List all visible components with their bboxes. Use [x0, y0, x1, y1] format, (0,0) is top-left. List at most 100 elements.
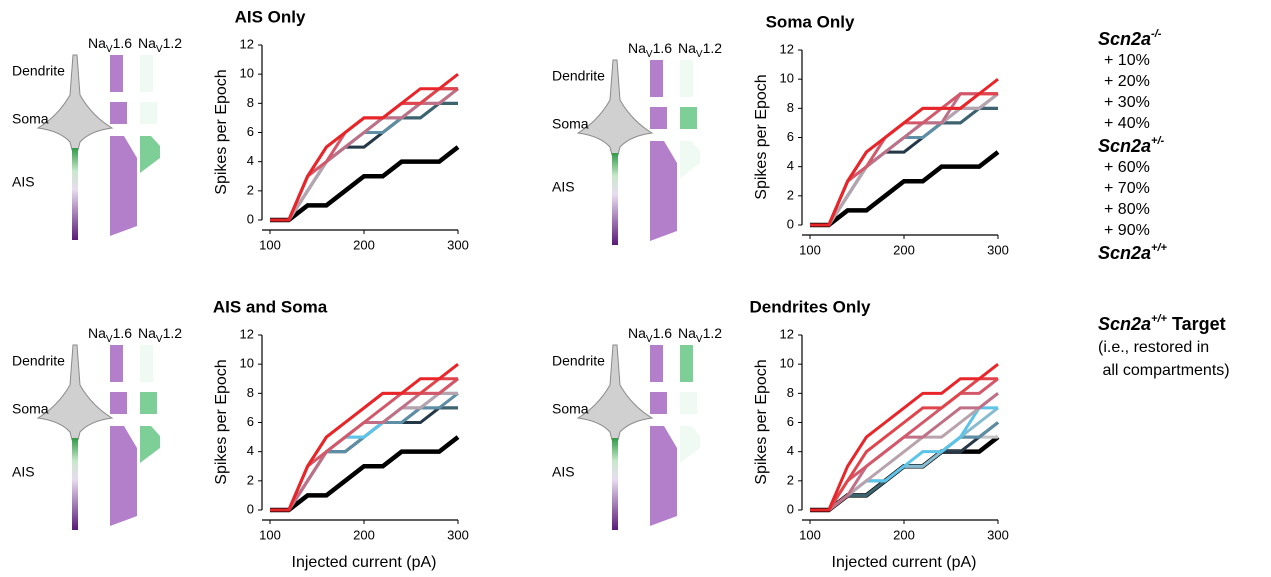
legend-entry: + 90% — [1104, 222, 1150, 239]
y-tick-label: 0 — [787, 216, 794, 231]
legend-entry: + 20% — [1104, 73, 1150, 90]
y-tick-label: 4 — [247, 153, 254, 168]
channel-num: 1.2 — [703, 40, 723, 56]
legend-entry: + 70% — [1104, 180, 1150, 197]
y-tick-label: 0 — [787, 501, 794, 516]
y-tick-label: 6 — [787, 414, 794, 429]
compartment-label: AIS — [552, 179, 575, 195]
legend-note: (i.e., restored in — [1098, 339, 1209, 356]
y-tick-label: 2 — [247, 472, 254, 487]
series-line — [270, 362, 459, 512]
channel-label: NaV1.6 — [88, 325, 132, 345]
series-line — [810, 377, 998, 512]
channel-num: 1.6 — [653, 325, 673, 341]
y-axis-label: Spikes per Epoch — [213, 359, 230, 484]
y-tick-label: 12 — [240, 326, 254, 341]
x-tick-label: 200 — [893, 527, 915, 542]
compartment-label: Soma — [552, 116, 589, 132]
y-tick-label: 10 — [780, 356, 794, 371]
legend-name: Scn2a — [1098, 243, 1151, 263]
channel-label: NaV1.2 — [138, 35, 182, 55]
channel-name: Na — [678, 40, 696, 56]
y-tick-label: 12 — [780, 326, 794, 341]
x-tick-label: 100 — [799, 242, 821, 257]
compartment-label: Soma — [12, 401, 49, 417]
channel-label: NaV1.6 — [628, 40, 672, 60]
channel-label: NaV1.6 — [628, 325, 672, 345]
nav12-block — [140, 55, 153, 92]
compartment-label: Soma — [12, 111, 49, 127]
y-tick-label: 0 — [247, 501, 254, 516]
channel-sub: V — [646, 334, 653, 345]
channel-name: Na — [88, 35, 106, 51]
legend-heading: Scn2a-/- — [1098, 28, 1162, 49]
x-tick-label: 300 — [447, 527, 469, 542]
nav12-block — [140, 392, 157, 414]
legend-name: Scn2a — [1098, 314, 1151, 334]
legend-sup: +/+ — [1151, 242, 1167, 254]
neuron-diagram — [577, 344, 653, 531]
x-axis-label: Injected current (pA) — [292, 554, 437, 571]
channel-num: 1.2 — [163, 325, 183, 341]
channel-label: NaV1.2 — [678, 325, 722, 345]
channel-sub: V — [106, 334, 113, 345]
nav12-block — [680, 345, 693, 382]
legend-sup: +/+ — [1151, 313, 1167, 325]
channel-name: Na — [138, 35, 156, 51]
nav12-block — [140, 136, 160, 173]
channel-name: Na — [678, 325, 696, 341]
y-tick-label: 12 — [240, 36, 254, 51]
panel-title: Soma Only — [766, 12, 855, 31]
y-tick-label: 10 — [240, 66, 254, 81]
nav16-blocks — [110, 345, 137, 526]
nav12-block — [140, 102, 157, 124]
channel-num: 1.6 — [113, 325, 133, 341]
channel-sub: V — [646, 49, 653, 60]
compartment-label: AIS — [552, 464, 575, 480]
y-tick-label: 6 — [247, 414, 254, 429]
channel-name: Na — [88, 325, 106, 341]
panel-title: AIS Only — [235, 7, 306, 26]
y-tick-label: 10 — [780, 71, 794, 86]
y-tick-label: 8 — [787, 100, 794, 115]
channel-num: 1.6 — [653, 40, 673, 56]
compartment-label: Dendrite — [552, 68, 605, 84]
nav12-block — [680, 392, 697, 414]
y-tick-label: 8 — [787, 385, 794, 400]
compartment-label: Soma — [552, 401, 589, 417]
y-tick-label: 4 — [787, 158, 794, 173]
channel-sub: V — [156, 44, 163, 55]
legend-target: Scn2a+/+ Target — [1098, 313, 1226, 334]
x-tick-label: 300 — [987, 242, 1009, 257]
channel-num: 1.6 — [113, 35, 133, 51]
channel-label: NaV1.2 — [138, 325, 182, 345]
x-tick-label: 100 — [259, 527, 281, 542]
legend-name: Scn2a — [1098, 136, 1151, 156]
channel-name: Na — [628, 325, 646, 341]
channel-sub: V — [696, 334, 703, 345]
legend: Scn2a-/-+ 10%+ 20%+ 30%+ 40%Scn2a+/-+ 60… — [1098, 28, 1230, 379]
channel-name: Na — [628, 40, 646, 56]
channel-label: NaV1.2 — [678, 40, 722, 60]
nav16-blocks — [650, 345, 677, 526]
y-tick-label: 4 — [787, 443, 794, 458]
x-axis-label: Injected current (pA) — [832, 554, 977, 571]
nav16-blocks — [110, 55, 137, 236]
nav12-block — [680, 426, 700, 463]
y-tick-label: 0 — [247, 211, 254, 226]
channel-name: Na — [138, 325, 156, 341]
series-line — [270, 435, 460, 513]
nav12-block — [140, 426, 160, 463]
x-tick-label: 200 — [353, 527, 375, 542]
legend-heading: Scn2a+/- — [1098, 135, 1165, 156]
legend-note: all compartments) — [1098, 362, 1230, 379]
series-line — [270, 145, 460, 223]
y-tick-label: 12 — [780, 41, 794, 56]
legend-sup: -/- — [1151, 28, 1162, 40]
y-tick-label: 10 — [240, 356, 254, 371]
series-line — [810, 77, 999, 227]
legend-entry: + 60% — [1104, 159, 1150, 176]
